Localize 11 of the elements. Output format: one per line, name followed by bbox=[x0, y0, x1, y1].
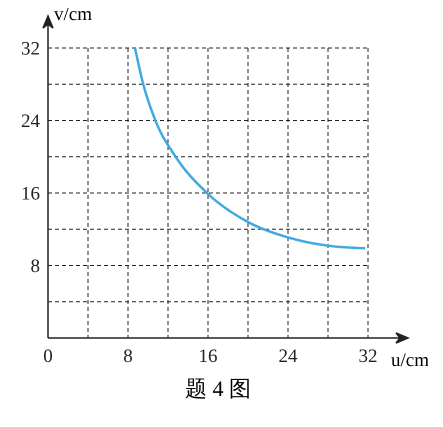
x-tick-label: 24 bbox=[278, 346, 298, 367]
line-series bbox=[134, 48, 366, 250]
text: 题 4 图 bbox=[184, 375, 252, 403]
x-tick-label: 16 bbox=[198, 346, 218, 367]
x-tick-label: 0 bbox=[43, 346, 53, 367]
x-tick-label: 32 bbox=[358, 346, 378, 367]
y-tick-label: 32 bbox=[21, 38, 40, 60]
y-tick-label: 16 bbox=[21, 184, 40, 205]
y-tick-label: 8 bbox=[30, 256, 40, 278]
x-tick-label: 8 bbox=[123, 346, 133, 367]
y-tick-label: 24 bbox=[21, 111, 40, 132]
